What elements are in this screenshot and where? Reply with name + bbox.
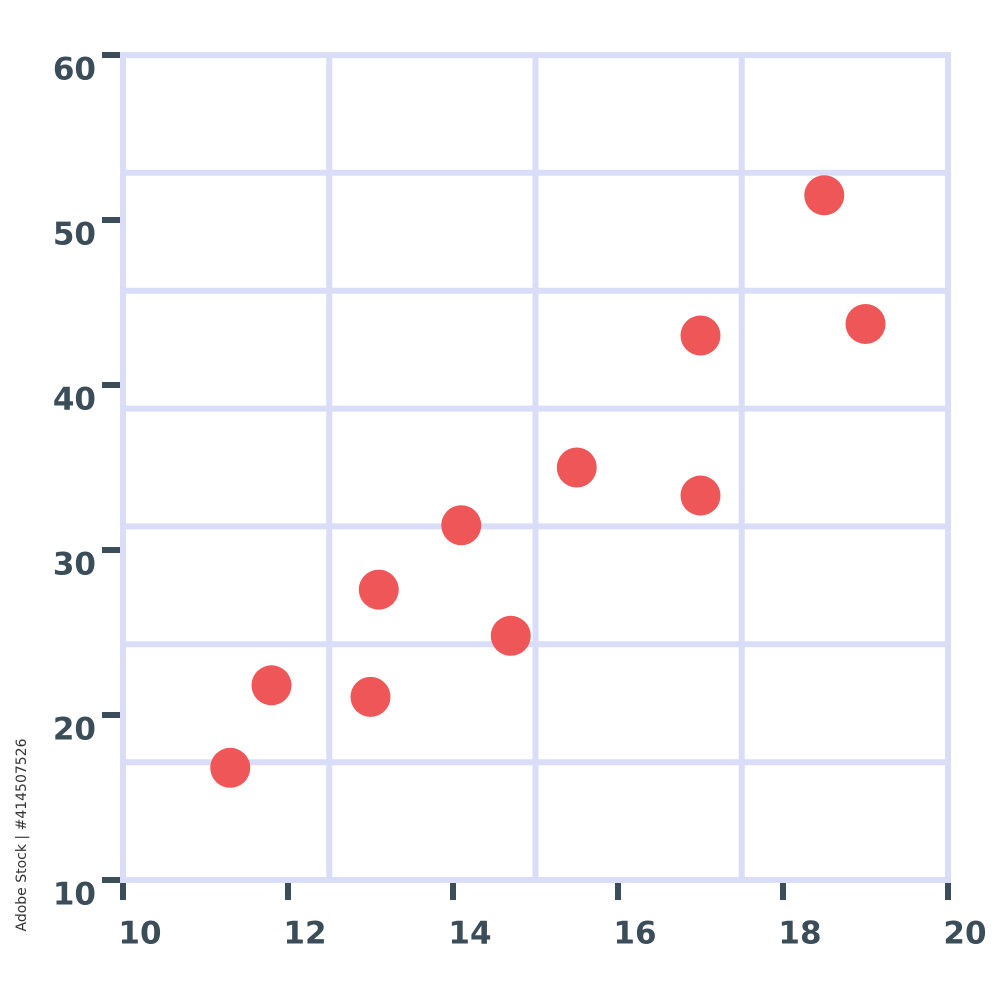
y-tick-label: 30 xyxy=(53,547,96,583)
point xyxy=(845,303,886,344)
point xyxy=(358,569,399,610)
x-tick-label: 12 xyxy=(283,916,326,952)
point xyxy=(680,315,721,356)
point xyxy=(804,175,845,216)
y-tick-label: 50 xyxy=(53,217,96,253)
point xyxy=(490,615,531,656)
point xyxy=(251,665,292,706)
point xyxy=(441,505,482,546)
watermark: Adobe Stock | #414507526 xyxy=(14,738,30,931)
point xyxy=(210,747,251,788)
x-tick-label: 18 xyxy=(778,916,821,952)
y-tick-label: 60 xyxy=(53,52,96,88)
y-tick-label: 10 xyxy=(53,877,96,913)
x-tick-label: 10 xyxy=(118,916,161,952)
x-tick-label: 14 xyxy=(448,916,491,952)
point xyxy=(556,447,597,488)
y-tick-label: 40 xyxy=(53,382,96,418)
point xyxy=(680,475,721,516)
x-tick-label: 20 xyxy=(943,916,986,952)
point xyxy=(350,676,391,717)
y-tick-label: 20 xyxy=(53,712,96,748)
x-tick-label: 16 xyxy=(613,916,656,952)
